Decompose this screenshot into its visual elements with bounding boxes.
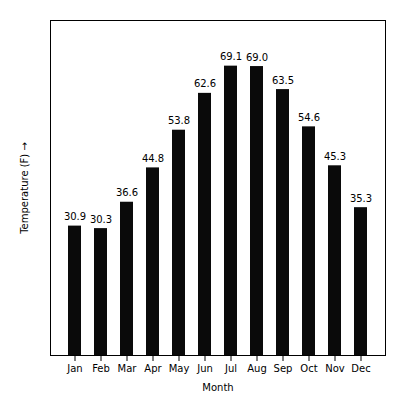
svg-text:69.1: 69.1 [220,51,242,62]
svg-text:45.3: 45.3 [324,151,346,162]
svg-text:Mar: Mar [118,363,138,374]
svg-text:30.3: 30.3 [90,214,112,225]
svg-text:62.6: 62.6 [194,78,216,89]
svg-text:44.8: 44.8 [142,153,164,164]
svg-text:Nov: Nov [325,363,345,374]
svg-text:54.6: 54.6 [298,112,320,123]
svg-text:Feb: Feb [92,363,110,374]
svg-text:36.6: 36.6 [116,187,138,198]
svg-text:69.0: 69.0 [246,52,268,63]
svg-text:Jan: Jan [66,363,82,374]
svg-text:35.3: 35.3 [350,193,372,204]
svg-text:53.8: 53.8 [168,115,190,126]
svg-text:Jun: Jun [196,363,213,374]
svg-text:Temperature (F) →: Temperature (F) → [19,142,30,235]
svg-text:63.5: 63.5 [272,75,294,86]
svg-text:May: May [169,363,190,374]
svg-text:30.9: 30.9 [64,211,86,222]
svg-text:Month: Month [202,382,233,393]
svg-text:Apr: Apr [144,363,162,374]
svg-text:Jul: Jul [224,363,237,374]
svg-text:Dec: Dec [351,363,370,374]
svg-text:Aug: Aug [247,363,267,374]
svg-text:Oct: Oct [300,363,317,374]
svg-text:Sep: Sep [274,363,293,374]
